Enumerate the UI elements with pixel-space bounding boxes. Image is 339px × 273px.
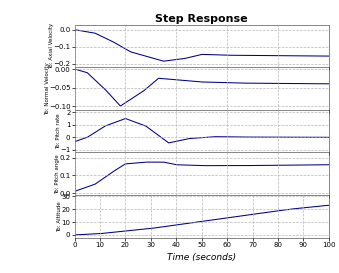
Y-axis label: To: Pitch angle: To: Pitch angle xyxy=(55,154,60,194)
X-axis label: Time (seconds): Time (seconds) xyxy=(167,253,236,262)
Title: Step Response: Step Response xyxy=(155,14,248,24)
Y-axis label: To: Axial Velocity: To: Axial Velocity xyxy=(49,23,54,69)
Y-axis label: To: Pitch rate: To: Pitch rate xyxy=(56,113,61,149)
Y-axis label: To: Altitude: To: Altitude xyxy=(58,201,62,232)
Y-axis label: To: Normal Velocity: To: Normal Velocity xyxy=(45,62,50,115)
Text: $\times\,10^{-3}$: $\times\,10^{-3}$ xyxy=(75,111,95,120)
